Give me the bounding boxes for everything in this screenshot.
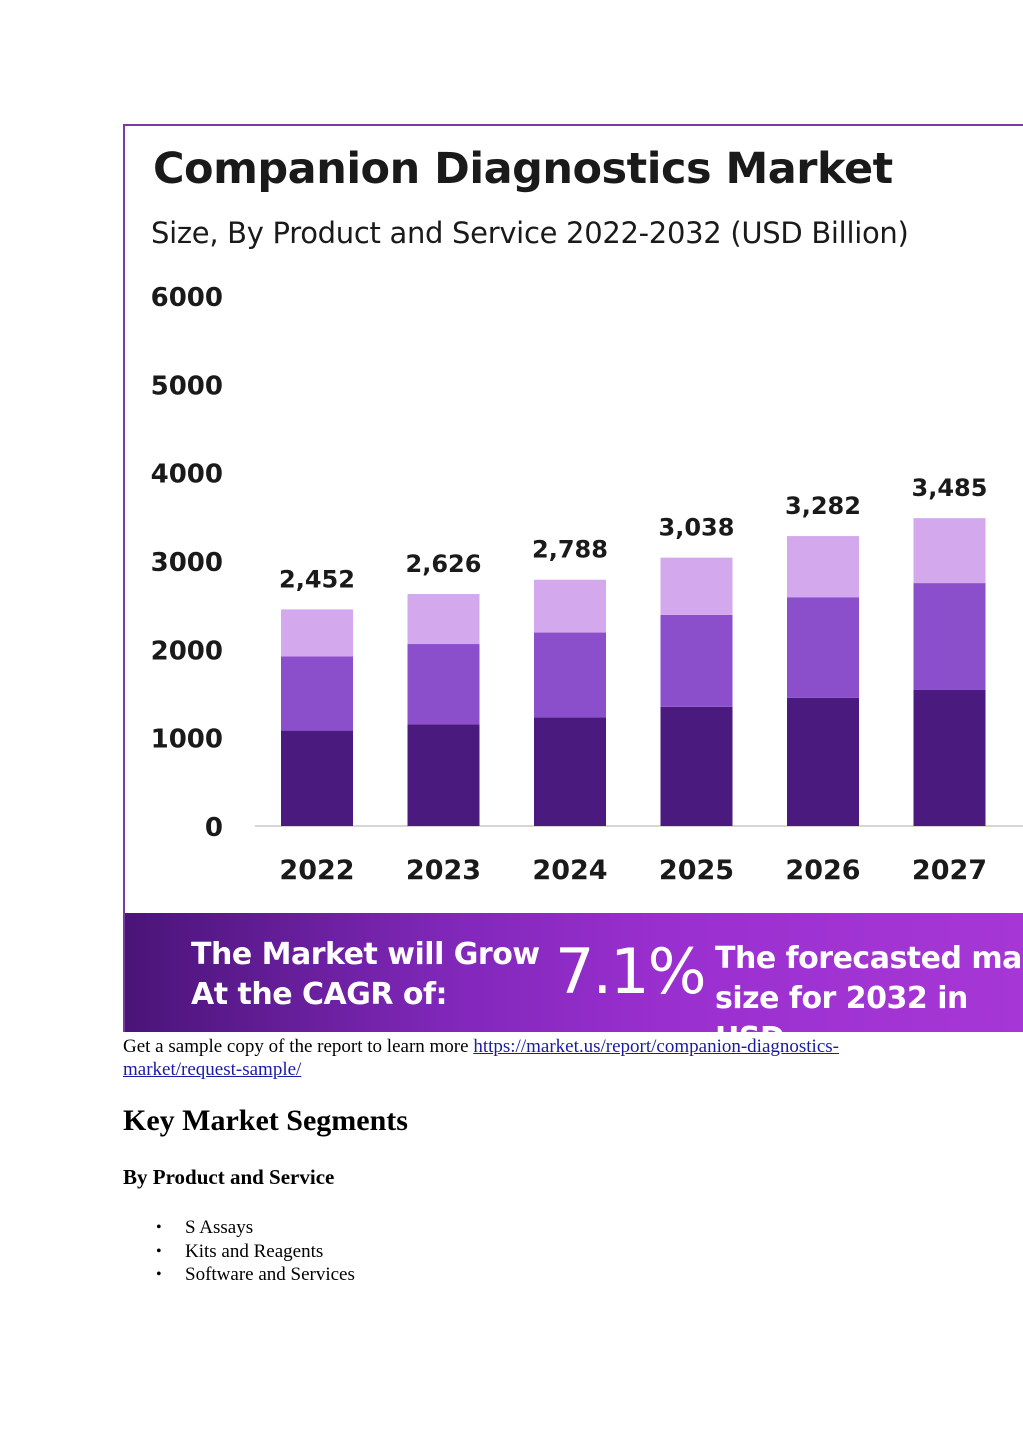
list-item: • Kits and Reagents [156,1240,355,1264]
bar-total-label: 2,452 [279,565,355,593]
bar-segment [787,697,859,826]
x-tick-label: 2026 [785,855,860,886]
list-item: • S Assays [156,1216,355,1240]
list-item: • Software and Services [156,1263,355,1287]
cagr-banner: The Market will Grow At the CAGR of: 7.1… [125,913,1023,1032]
bar-segment [660,614,733,707]
bar-segment [913,583,986,690]
bar-segment [534,632,606,718]
bullet: • [156,1219,162,1236]
segment-list: • S Assays • Kits and Reagents • Software a… [156,1216,355,1287]
bar-segment [534,717,606,826]
chart-subtitle: Size, By Product and Service 2022-2032 (… [151,216,909,250]
sample-request-link[interactable]: https://market.us/report/companion-diagn… [123,1036,839,1080]
y-tick-label: 5000 [151,371,223,401]
bullet: • [156,1242,162,1260]
sample-copy-text: Get a sample copy of the report to learn… [123,1036,474,1057]
sub-heading: By Product and Service [123,1165,335,1189]
y-tick-label: 3000 [151,548,223,578]
bar-segment [913,518,986,584]
bar-segment [407,594,480,645]
x-tick-label: 2022 [279,855,354,886]
x-tick-label: 2027 [912,855,987,886]
market-infographic: Companion Diagnostics Market Size, By Pr… [123,124,1023,1032]
bar-total-label: 3,282 [785,492,861,520]
bar-segment [787,597,859,698]
bar-total-label: 2,788 [532,536,608,564]
banner-forecast-text: The forecasted ma size for 2032 in USD [715,941,1022,1032]
bar-total-label: 3,485 [912,474,988,502]
chart-title: Companion Diagnostics Market [153,144,893,194]
bar-segment [660,557,733,615]
bullet: • [156,1266,162,1283]
list-item-label: Software and Services [185,1264,355,1285]
bar-total-label: 3,038 [659,514,735,542]
bar-segment [407,644,480,725]
bar-total-label: 2,626 [406,550,482,578]
x-tick-label: 2025 [659,855,734,886]
x-tick-label: 2024 [532,855,607,886]
bar-segment [534,579,606,633]
x-tick-label: 2023 [406,855,481,886]
list-item-label: Kits and Reagents [185,1240,324,1262]
y-tick-label: 4000 [151,460,223,490]
bar-segment [281,609,353,657]
y-tick-label: 1000 [151,725,223,755]
bar-segment [281,730,353,826]
bar-segment [407,724,480,826]
y-tick-label: 6000 [151,283,223,313]
y-tick-label: 2000 [151,636,223,666]
stacked-bar-chart: 0 1000 2000 3000 4000 5000 6000 2,452 2022 2,626 2… [151,283,1023,886]
bar-segment [787,536,859,598]
section-heading: Key Market Segments [123,1104,408,1137]
bar-segment [913,689,986,826]
banner-growth-text: The Market will Grow At the CAGR of: [191,937,540,1012]
bar-segment [660,706,733,826]
list-item-label: S Assays [185,1217,254,1238]
y-tick-label: 0 [205,813,223,843]
bar-segment [281,656,353,731]
banner-cagr-value: 7.1% [555,935,707,1008]
sample-copy-paragraph: Get a sample copy of the report to learn… [123,1035,843,1081]
